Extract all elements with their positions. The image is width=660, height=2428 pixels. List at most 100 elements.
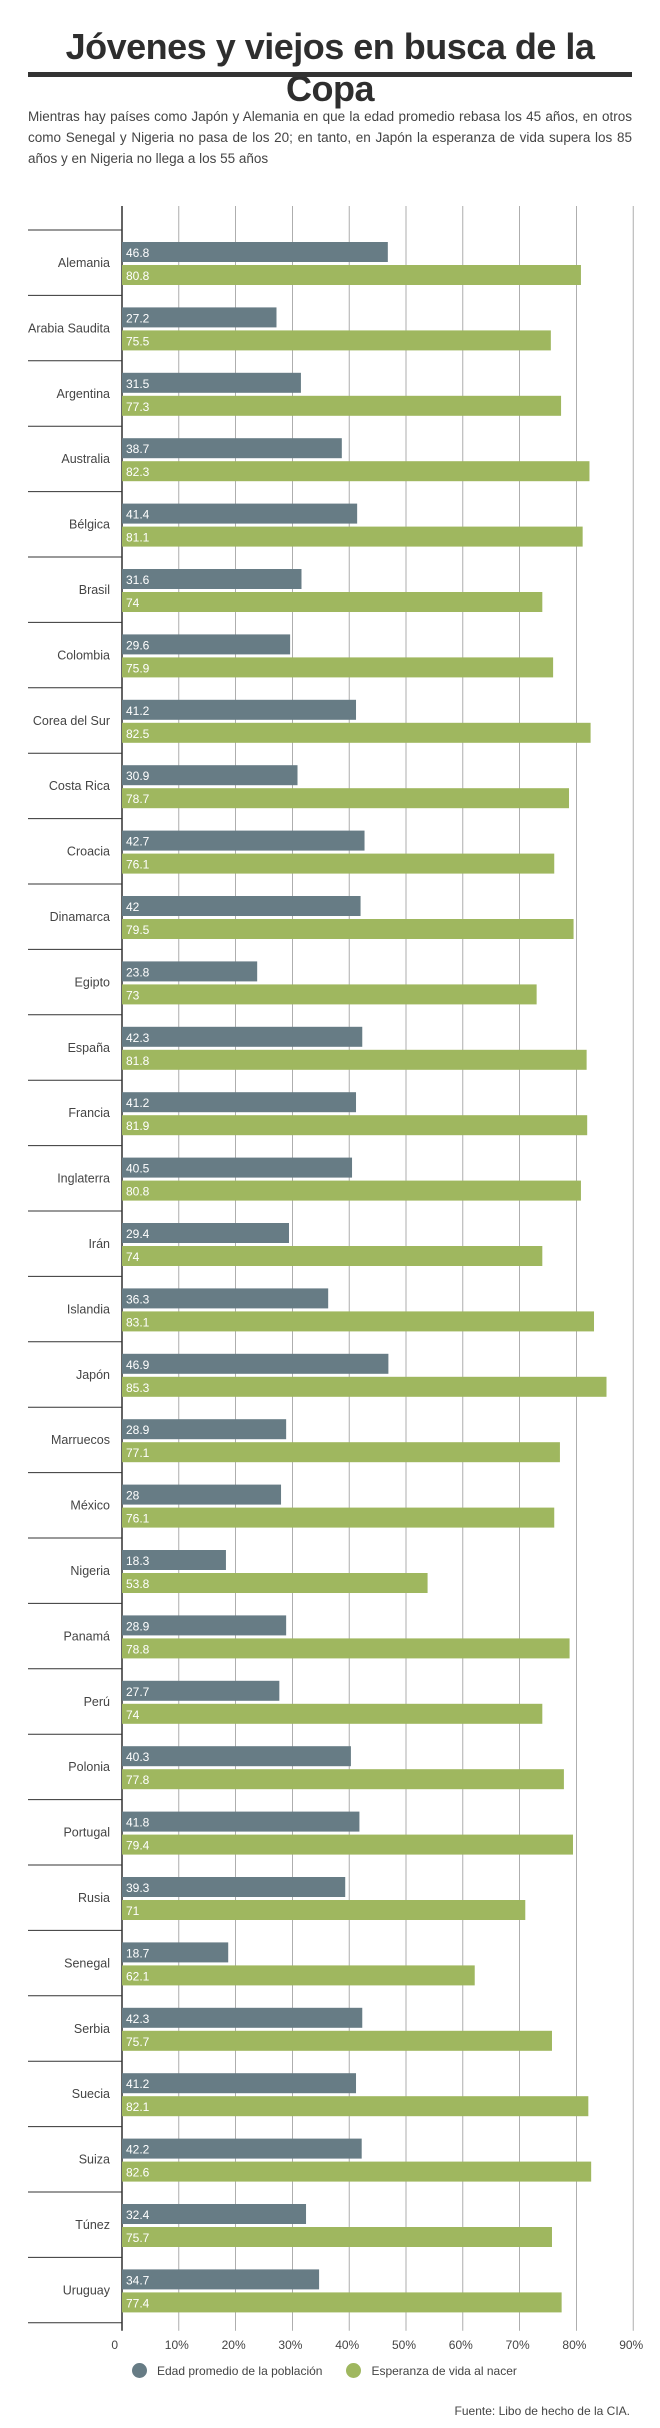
- bar-age: [122, 634, 291, 655]
- bar-life: [122, 1638, 570, 1659]
- category-label: Croacia: [67, 845, 110, 859]
- data-label: 75.5: [126, 334, 150, 348]
- bar-life: [122, 265, 581, 285]
- bar-age: [122, 699, 357, 720]
- bar-age: [122, 1746, 351, 1767]
- bar-age: [122, 1550, 226, 1570]
- data-label: 81.1: [126, 531, 150, 545]
- legend-item-life: Esperanza de vida al nacer: [346, 2363, 517, 2378]
- bar-age: [122, 1942, 229, 1963]
- legend-swatch-age: [132, 2363, 147, 2378]
- data-label: 39.3: [126, 1881, 150, 1895]
- data-label: 75.9: [126, 661, 150, 675]
- category-label: Egipto: [75, 975, 110, 989]
- bar-life: [122, 853, 555, 874]
- bar-age: [122, 307, 277, 328]
- tick-label: 50%: [392, 2338, 416, 2352]
- data-label: 77.4: [126, 2296, 150, 2310]
- data-label: 42.2: [126, 2143, 150, 2157]
- bar-age: [122, 896, 361, 916]
- data-label: 78.8: [126, 1642, 150, 1656]
- data-label: 41.4: [126, 508, 150, 522]
- data-label: 77.1: [126, 1446, 150, 1460]
- category-label: Arabia Saudita: [28, 321, 110, 335]
- category-label: Bélgica: [69, 518, 110, 532]
- data-label: 34.7: [126, 2273, 150, 2287]
- bar-age: [122, 2269, 320, 2290]
- bar-age: [122, 1092, 357, 1113]
- data-label: 42.3: [126, 1031, 150, 1045]
- data-label: 75.7: [126, 2035, 150, 2049]
- category-label: Serbia: [74, 2022, 110, 2036]
- bar-life: [122, 1376, 607, 1397]
- category-label: Alemania: [58, 256, 110, 270]
- bar-life: [122, 1769, 564, 1790]
- data-label: 18.7: [126, 1946, 150, 1960]
- tick-label: 20%: [222, 2338, 246, 2352]
- legend-label-age: Edad promedio de la población: [157, 2363, 323, 2378]
- bar-life: [122, 1442, 560, 1463]
- bar-age: [122, 961, 258, 982]
- data-label: 53.8: [126, 1577, 150, 1591]
- data-label: 46.9: [126, 1358, 150, 1372]
- bar-age: [122, 1615, 287, 1636]
- source-note: Fuente: Libo de hecho de la CIA.: [454, 2404, 630, 2418]
- bar-life: [122, 1311, 595, 1332]
- data-label: 76.1: [126, 1512, 150, 1526]
- bar-life: [122, 788, 570, 809]
- bar-age: [122, 1811, 360, 1832]
- data-label: 73: [126, 988, 140, 1002]
- bar-age: [122, 830, 365, 851]
- bar-life: [122, 461, 590, 482]
- bar-age: [122, 438, 342, 459]
- category-label: Corea del Sur: [33, 714, 110, 728]
- category-label: Senegal: [64, 1956, 110, 1970]
- category-label: Marruecos: [51, 1433, 110, 1447]
- data-label: 85.3: [126, 1381, 150, 1395]
- data-label: 41.2: [126, 2077, 150, 2091]
- data-label: 28: [126, 1489, 140, 1503]
- data-label: 82.5: [126, 727, 150, 741]
- bar-life: [122, 2292, 562, 2313]
- bar-life: [122, 395, 562, 416]
- category-label: Australia: [61, 452, 110, 466]
- bar-age: [122, 1484, 282, 1505]
- category-label: Francia: [68, 1106, 110, 1120]
- bar-age: [122, 1223, 289, 1243]
- category-label: Argentina: [56, 387, 110, 401]
- bar-age: [122, 2007, 363, 2028]
- legend-swatch-life: [346, 2363, 362, 2378]
- data-label: 83.1: [126, 1315, 150, 1329]
- data-label: 78.7: [126, 792, 150, 806]
- bar-life: [122, 1965, 475, 1986]
- data-label: 41.8: [126, 1816, 150, 1830]
- data-label: 46.8: [126, 246, 150, 260]
- data-label: 77.3: [126, 400, 150, 414]
- data-label: 77.8: [126, 1773, 150, 1787]
- data-label: 36.3: [126, 1292, 150, 1306]
- data-label: 80.8: [126, 269, 150, 283]
- bar-life: [122, 2161, 592, 2182]
- data-label: 38.7: [126, 442, 150, 456]
- category-label: Japón: [76, 1368, 110, 1382]
- data-label: 74: [126, 1708, 140, 1722]
- category-label: Islandia: [67, 1302, 110, 1316]
- category-label: Brasil: [79, 583, 110, 597]
- category-label: Rusia: [78, 1891, 110, 1905]
- data-label: 29.4: [126, 1227, 150, 1241]
- category-label: Nigeria: [70, 1564, 110, 1578]
- bar-age: [122, 2073, 357, 2094]
- data-label: 28.9: [126, 1619, 150, 1633]
- category-label: Irán: [88, 1237, 110, 1251]
- tick-label: 70%: [506, 2338, 530, 2352]
- tick-label: 60%: [449, 2338, 473, 2352]
- data-label: 82.6: [126, 2166, 150, 2180]
- bar-age: [122, 503, 358, 524]
- category-label: Uruguay: [63, 2283, 111, 2297]
- data-label: 80.8: [126, 1185, 150, 1199]
- bar-life: [122, 984, 537, 1005]
- category-label: España: [68, 1041, 110, 1055]
- category-label: Colombia: [57, 648, 110, 662]
- category-label: Dinamarca: [50, 910, 110, 924]
